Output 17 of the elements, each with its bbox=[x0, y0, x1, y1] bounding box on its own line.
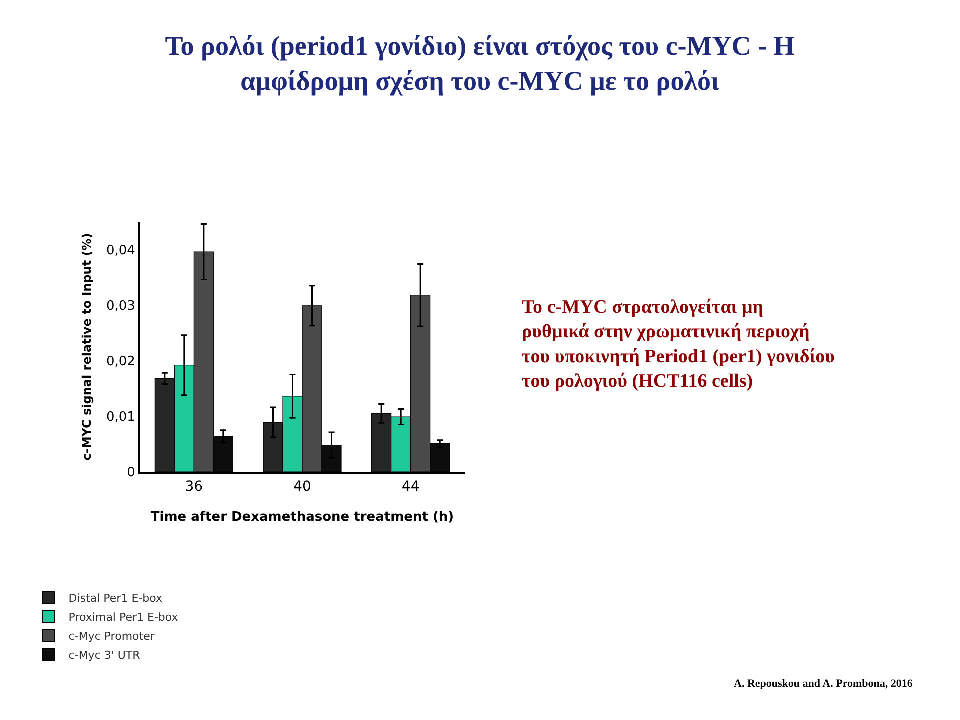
text: A. Repouskou and A. Prombona, 2016 bbox=[734, 678, 914, 690]
y-tick-label: 0,01 bbox=[106, 410, 136, 425]
x-axis-title: Time after Dexamethasone treatment (h) bbox=[150, 510, 454, 525]
y-axis-title: c-MYC signal relative to Input (%) bbox=[80, 233, 94, 461]
chart-title: Το ρολόι (period1 γονίδιο) είναι στόχος του c-MYC - Η αμφίδρομη σχέση του c-MYC με το ρολόι bbox=[165, 31, 795, 96]
y-tick-label: 0,03 bbox=[106, 298, 136, 314]
x-tick-label: 36 bbox=[185, 478, 204, 495]
y-tick-label: 0 bbox=[127, 466, 136, 481]
x-tick-label: 40 bbox=[294, 478, 312, 495]
y-tick-label: 0,02 bbox=[106, 354, 136, 370]
x-tick-label: 44 bbox=[402, 478, 420, 495]
text: Το c-MYC στρατολογείται μη ρυθμικά στην χρωματινική περιοχή του υποκινητή Period1 (per1) γονιδίου του ρολογιού (HCT116 cells) bbox=[522, 297, 836, 392]
legend-label: Proximal Per1 E-box bbox=[68, 610, 179, 624]
legend-label: c-Myc 3' UTR bbox=[68, 648, 141, 662]
legend-label: c-Myc Promoter bbox=[68, 630, 156, 643]
legend-label: Distal Per1 E-box bbox=[68, 592, 163, 605]
y-tick-label: 0,04 bbox=[106, 243, 136, 258]
